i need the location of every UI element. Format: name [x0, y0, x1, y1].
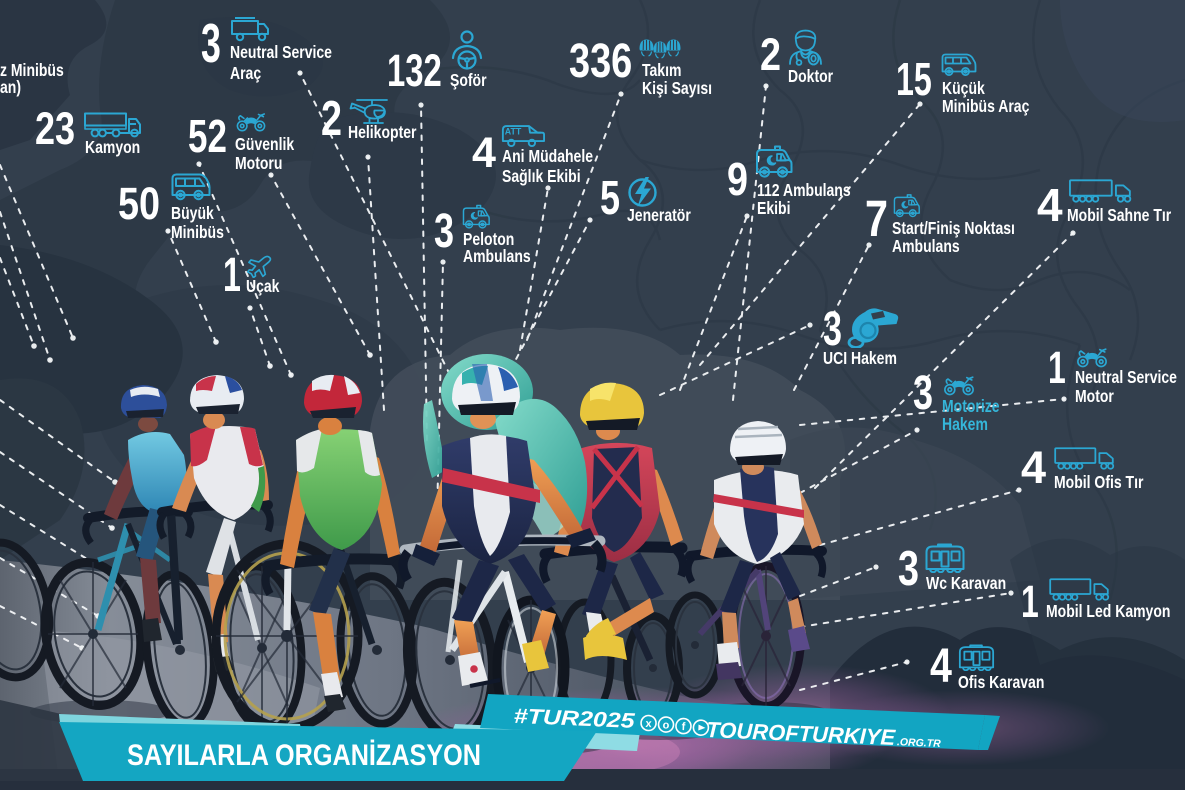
svg-text:#TUR2025: #TUR2025 [513, 705, 635, 733]
svg-text:.ORG.TR: .ORG.TR [897, 736, 942, 750]
svg-text:SAYILARLA ORGANİZASYON: SAYILARLA ORGANİZASYON [127, 739, 481, 772]
svg-text:f: f [681, 721, 686, 733]
svg-text:o: o [662, 719, 670, 731]
svg-text:x: x [645, 718, 653, 730]
